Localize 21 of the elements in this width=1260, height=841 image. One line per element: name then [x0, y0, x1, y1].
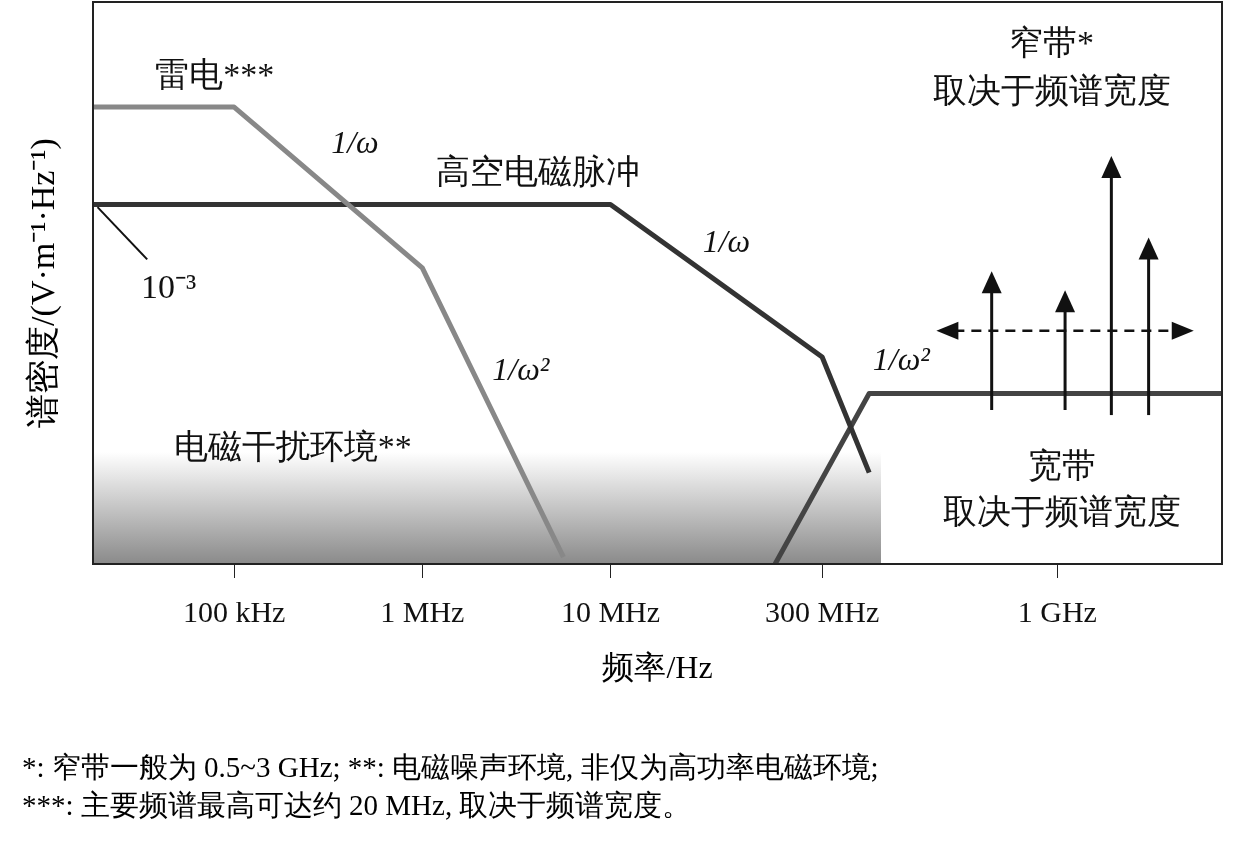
x-axis-title: 频率/Hz	[602, 648, 713, 687]
annotation: 1/ω	[331, 124, 379, 161]
text: 窄带*	[1009, 24, 1095, 62]
text: *: 窄带一般为 0.5~3 GHz; **: 电磁噪声环境, 非仅为高功率电磁环境;	[22, 750, 879, 785]
x-tick-label: 1 GHz	[1017, 594, 1097, 628]
annotation: 1/ω²	[872, 341, 932, 378]
x-tick-label: 1 MHz	[380, 594, 465, 628]
x-tick-label: 100 kHz	[182, 594, 286, 628]
series-label: 高空电磁脉冲	[436, 153, 641, 191]
annotation: 10⁻³	[141, 268, 197, 306]
x-tick-label: 300 MHz	[765, 594, 880, 628]
y-axis-title: 谱密度/(V·m⁻¹·Hz⁻¹)	[23, 138, 62, 428]
annotation: 1/ω	[702, 222, 751, 259]
annotation: 电磁干扰环境**	[173, 427, 412, 465]
series-label: 雷电***	[155, 56, 275, 94]
x-tick-label: 10 MHz	[560, 594, 661, 628]
annotation: 1/ω²	[492, 350, 551, 387]
text: ***: 主要频谱最高可达约 20 MHz, 取决于频谱宽度。	[22, 788, 692, 823]
annotation: 取决于频谱宽度	[942, 492, 1181, 530]
annotation: 宽带	[1027, 447, 1096, 485]
annotation: 取决于频谱宽度	[932, 71, 1171, 109]
